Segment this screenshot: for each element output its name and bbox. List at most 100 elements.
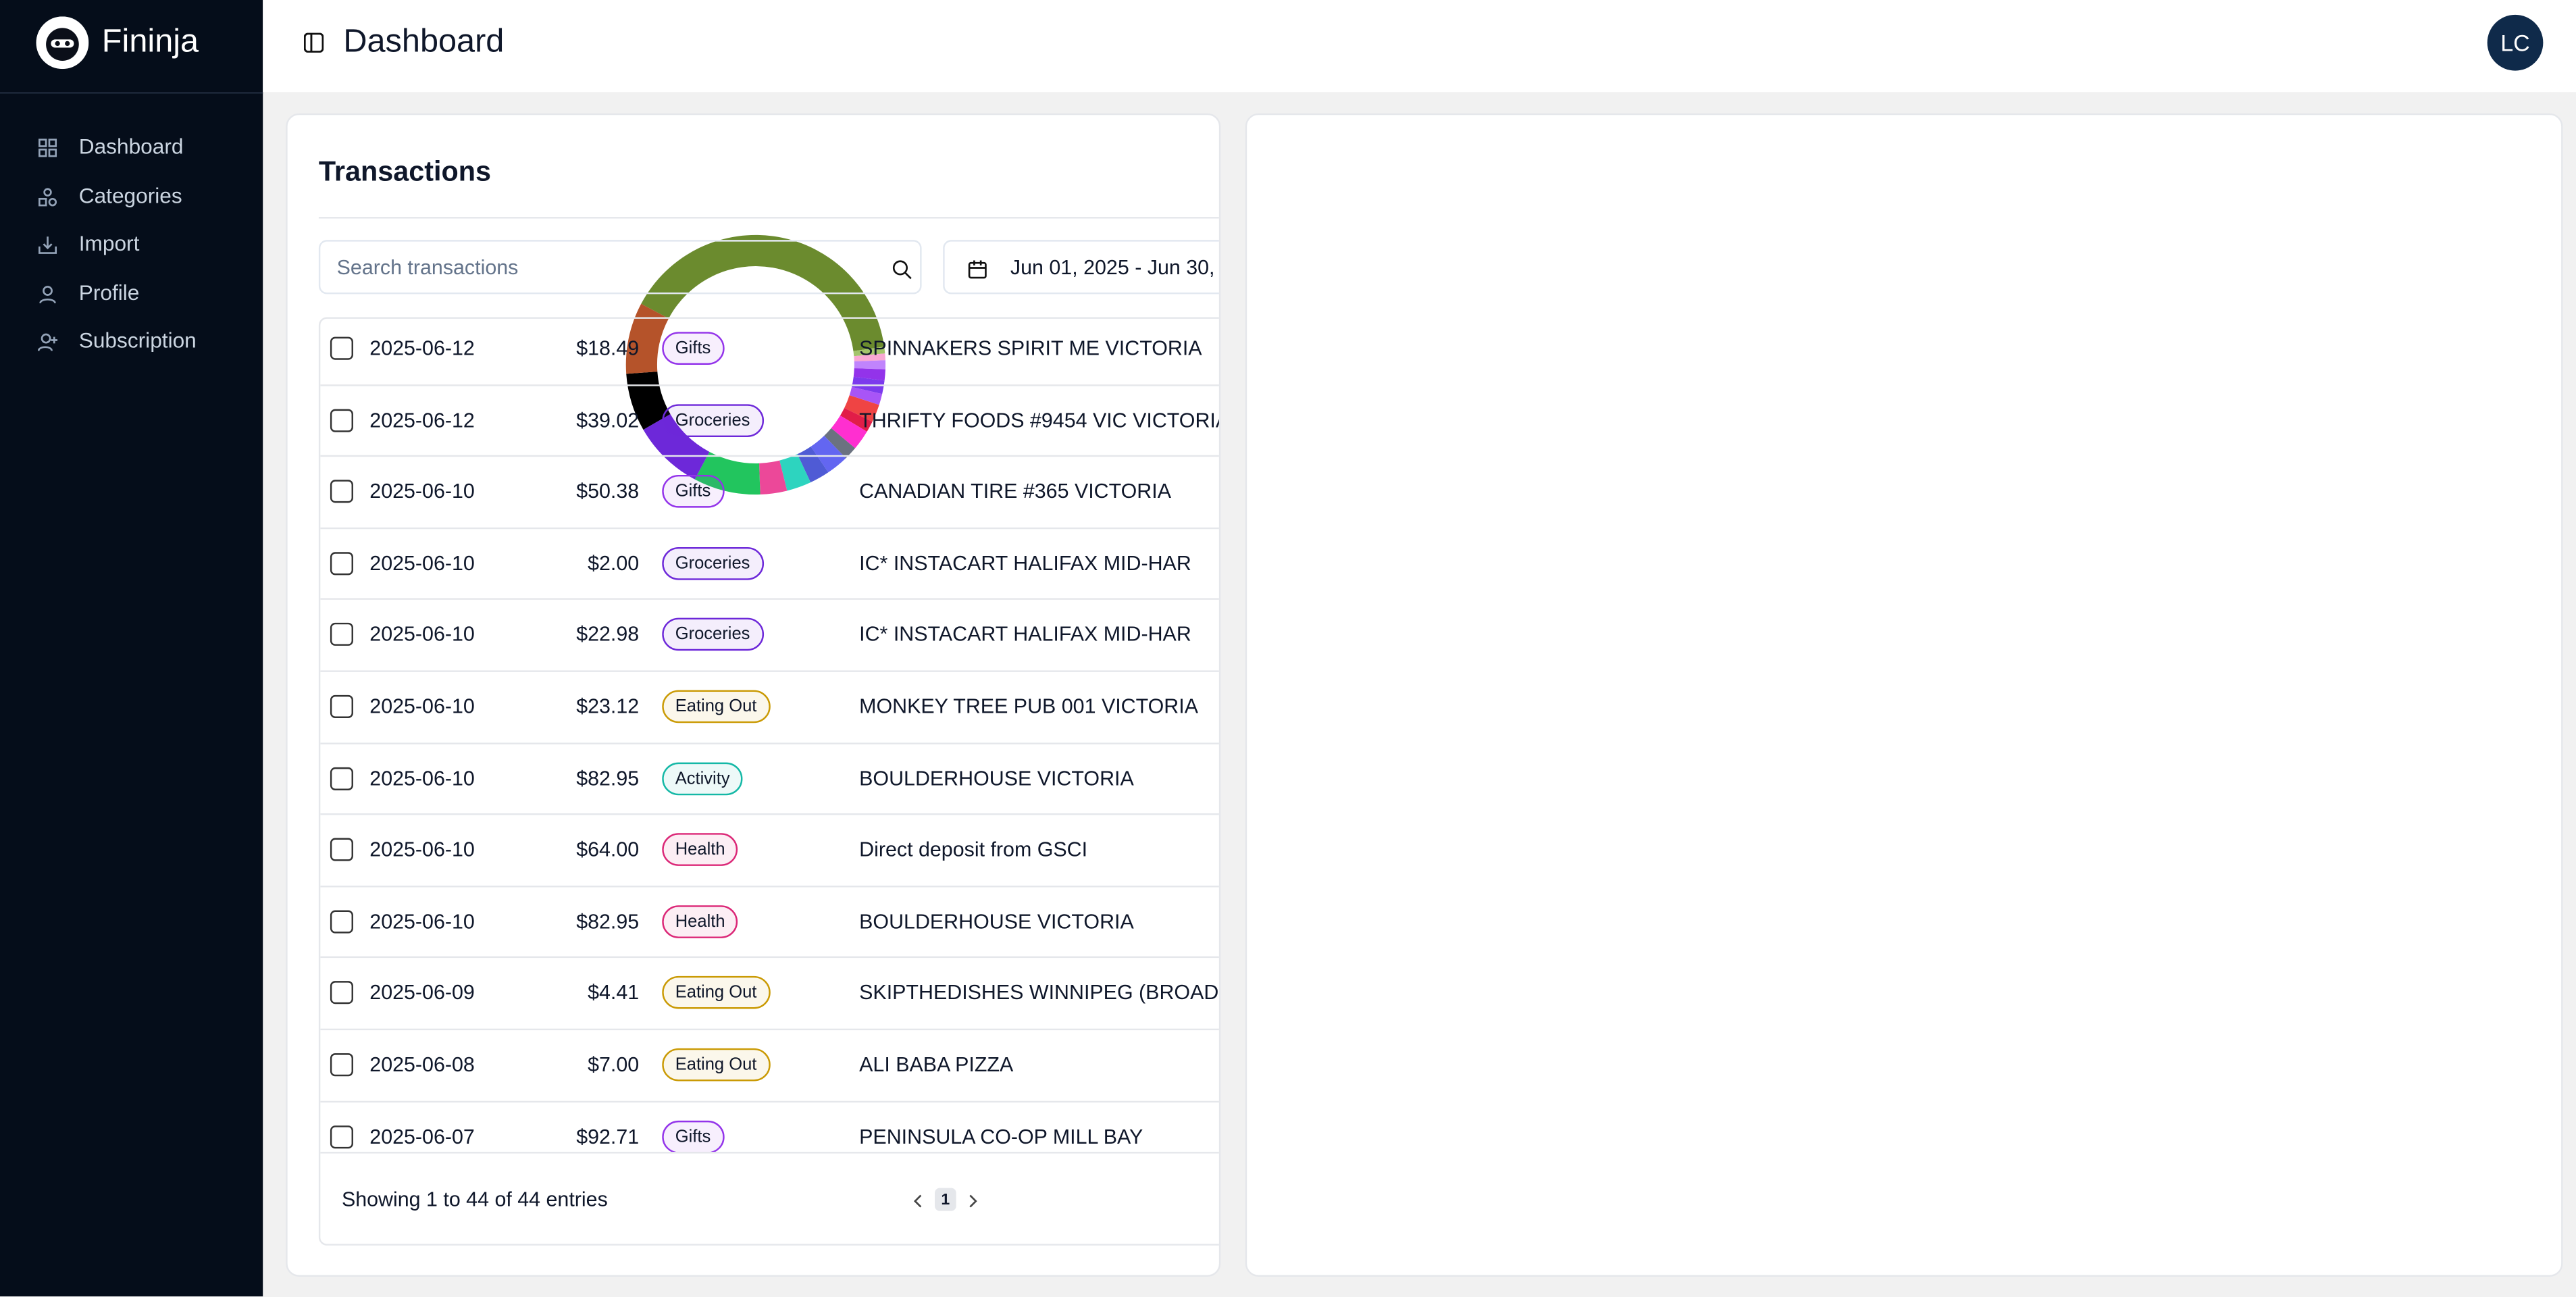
row-description: Direct deposit from GSCI <box>859 838 1088 862</box>
row-checkbox[interactable] <box>330 551 353 575</box>
search-input[interactable]: Search transactions <box>318 240 922 295</box>
category-badge[interactable]: Eating Out <box>662 1048 770 1082</box>
category-badge[interactable]: Gifts <box>662 332 724 365</box>
row-date: 2025-06-12 <box>369 336 475 360</box>
donut-segment <box>824 428 856 459</box>
row-description: MONKEY TREE PUB 001 VICTORIA <box>859 694 1199 718</box>
row-checkbox[interactable] <box>330 838 353 862</box>
row-amount: $82.95 <box>576 766 640 790</box>
row-amount: $7.00 <box>588 1053 640 1077</box>
nav-icon[interactable] <box>38 234 57 263</box>
row-description: CANADIAN TIRE #365 VICTORIA <box>859 480 1171 503</box>
category-badge[interactable]: Groceries <box>662 618 763 652</box>
category-badge[interactable]: Health <box>662 833 739 867</box>
row-divider <box>320 599 1219 601</box>
sidebar-toggle-icon[interactable]: ExpenseIncomeAmount Invested$3877.94Tota… <box>303 32 324 53</box>
row-date: 2025-06-07 <box>369 1125 475 1148</box>
logo <box>36 16 89 70</box>
donut-segment <box>853 368 885 381</box>
prev-page[interactable] <box>908 1190 928 1219</box>
row-date: 2025-06-10 <box>369 480 475 503</box>
row-amount: $2.00 <box>588 551 640 575</box>
category-badge[interactable]: Eating Out <box>662 690 770 723</box>
row-divider <box>320 455 1219 457</box>
avatar[interactable]: LC <box>2487 14 2544 71</box>
category-badge[interactable]: Gifts <box>662 475 724 509</box>
donut-segment <box>641 234 885 351</box>
row-checkbox[interactable] <box>330 694 353 718</box>
row-amount: $4.41 <box>588 982 640 1005</box>
entries-info: Showing 1 to 44 of 44 entries <box>341 1188 608 1211</box>
row-description: SPINNAKERS SPIRIT ME VICTORIA <box>859 336 1202 360</box>
table-footer-divider <box>320 1152 1219 1154</box>
row-divider <box>320 813 1219 815</box>
donut-segment <box>810 435 846 473</box>
row-checkbox[interactable] <box>330 623 353 646</box>
row-checkbox[interactable] <box>330 408 353 432</box>
row-amount: $50.38 <box>576 480 640 503</box>
nav-item: Categories <box>78 182 182 207</box>
row-date: 2025-06-10 <box>369 838 475 862</box>
page-title: Dashboard <box>343 24 505 60</box>
row-amount: $18.49 <box>576 336 640 360</box>
page-number[interactable]: 1 <box>935 1188 956 1211</box>
transactions-table: 2025-06-12 $18.49 Gifts SPINNAKERS SPIRIT M… <box>318 317 1219 1246</box>
row-amount: $82.95 <box>576 910 640 934</box>
row-checkbox[interactable] <box>330 982 353 1005</box>
category-badge[interactable]: Health <box>662 905 739 938</box>
row-amount: $23.12 <box>576 694 640 718</box>
row-checkbox[interactable] <box>330 336 353 360</box>
category-badge[interactable]: Groceries <box>662 403 763 437</box>
donut-segment <box>854 353 885 361</box>
row-checkbox[interactable] <box>330 766 353 790</box>
category-badge[interactable]: Activity <box>662 761 744 795</box>
row-description: IC* INSTACART HALIFAX MID-HAR <box>859 623 1191 646</box>
sidebar <box>0 0 263 1297</box>
nav-item: Subscription <box>78 328 197 353</box>
next-page[interactable] <box>962 1190 982 1219</box>
category-badge[interactable]: Gifts <box>662 1119 724 1152</box>
donut-segment <box>625 303 669 374</box>
avatar-initials: LC <box>2500 29 2530 56</box>
row-divider <box>320 1028 1219 1031</box>
search-placeholder: Search transactions <box>336 256 519 280</box>
row-description: ALI BABA PIZZA <box>859 1053 1014 1077</box>
row-divider <box>320 384 1219 386</box>
row-description: BOULDERHOUSE VICTORIA <box>859 910 1134 934</box>
row-amount: $92.71 <box>576 1125 640 1148</box>
nav-icon[interactable] <box>38 282 57 312</box>
row-divider <box>320 957 1219 959</box>
row-divider <box>320 527 1219 529</box>
date-range: Jun 01, 2025 - Jun 30, 2025 <box>1010 256 1219 280</box>
left-panel: TransactionsCreate TransactionSearch tra… <box>286 113 1221 1277</box>
donut-segment <box>853 347 885 357</box>
nav-icon[interactable] <box>37 331 58 361</box>
donut-segment <box>643 413 710 480</box>
donut-segment <box>854 360 886 370</box>
row-date: 2025-06-08 <box>369 1053 475 1077</box>
row-checkbox[interactable] <box>330 910 353 934</box>
row-description: BOULDERHOUSE VICTORIA <box>859 766 1134 790</box>
donut-segment <box>779 454 811 491</box>
nav-item: Import <box>78 231 140 256</box>
nav-icon[interactable] <box>38 136 57 166</box>
row-amount: $39.02 <box>576 408 640 432</box>
row-divider <box>320 742 1219 744</box>
row-divider <box>320 885 1219 888</box>
donut-segment <box>840 407 873 432</box>
category-badge[interactable]: Groceries <box>662 546 763 580</box>
nav-icon[interactable] <box>38 185 57 215</box>
category-badge[interactable]: Eating Out <box>662 976 770 1010</box>
donut-segment <box>849 386 883 405</box>
divider <box>318 217 1219 219</box>
row-checkbox[interactable] <box>330 1125 353 1148</box>
header <box>263 0 2576 93</box>
row-description: PENINSULA CO-OP MILL BAY <box>859 1125 1143 1148</box>
date-range-picker[interactable]: Jun 01, 2025 - Jun 30, 2025 <box>943 240 1219 295</box>
row-checkbox[interactable] <box>330 1053 353 1077</box>
row-checkbox[interactable] <box>330 480 353 503</box>
right-panel <box>1245 113 2563 1277</box>
